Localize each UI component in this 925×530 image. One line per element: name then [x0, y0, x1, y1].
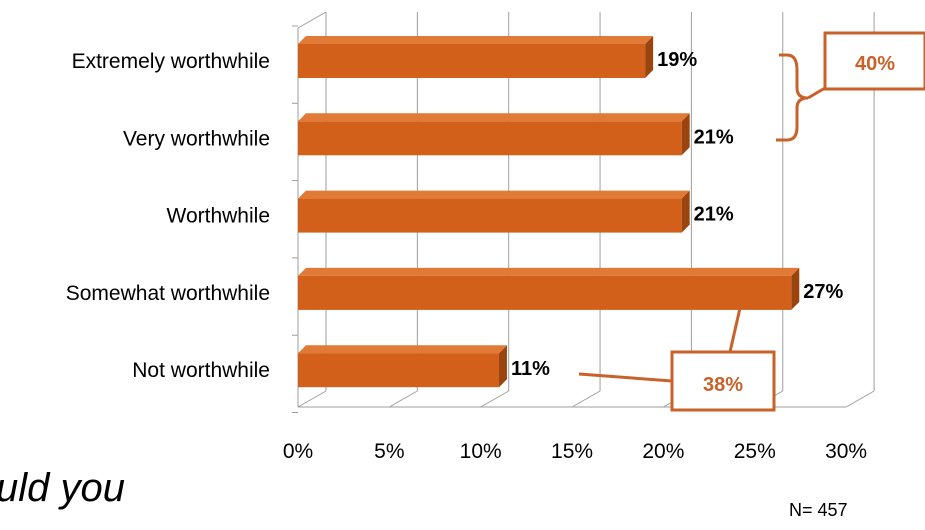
bar [298, 267, 800, 310]
grid-top-edge [297, 11, 327, 29]
bar-side [681, 190, 690, 233]
callout-value: 38% [703, 374, 743, 396]
grid-floor-line [297, 390, 327, 408]
callout-connector [728, 307, 742, 353]
bar-side [645, 36, 654, 78]
x-tick-label: 15% [551, 440, 593, 463]
x-tick-label: 30% [825, 440, 867, 463]
category-label: Not worthwhile [132, 359, 270, 382]
grid-floor-line [571, 390, 601, 408]
x-tick-label: 5% [374, 440, 404, 463]
bar [298, 113, 690, 156]
bar-top [298, 36, 654, 44]
bar-front [298, 198, 682, 233]
callout-top: 40% [776, 31, 925, 142]
bar-top [298, 267, 800, 276]
data-label: 27% [803, 281, 843, 303]
category-labels: Extremely worthwhile Very worthwhile Worth… [66, 50, 270, 382]
bar-front [298, 353, 499, 388]
bar [298, 36, 654, 78]
bar-front [298, 121, 682, 156]
category-label: Very worthwhile [123, 127, 270, 150]
grid-floor-line [480, 390, 509, 408]
bar-top [298, 113, 690, 122]
x-tick-labels: 0% 5% 10% 15% 20% 25% 30% [283, 440, 867, 463]
sample-size-label: N= 457 [789, 500, 848, 520]
x-tick-label: 20% [642, 440, 684, 463]
callout-box [670, 350, 776, 412]
category-label: Somewhat worthwhile [66, 282, 270, 305]
data-label: 21% [694, 126, 734, 148]
bar-top [298, 345, 507, 354]
bar-side [498, 345, 507, 388]
callout-connector [578, 372, 673, 383]
bar [298, 190, 690, 233]
callout-value: 40% [855, 53, 895, 75]
callout-bottom: 38% [578, 307, 776, 412]
bar-front [298, 44, 646, 78]
bar-side [681, 113, 690, 156]
data-label: 19% [657, 49, 697, 71]
callout-box [823, 31, 925, 91]
bar-chart: Extremely worthwhile Very worthwhile Worth… [66, 11, 925, 463]
data-labels: 19% 21% 21% 27% 11% [511, 49, 844, 380]
grid-floor-line [389, 390, 418, 408]
bar-front [298, 275, 792, 310]
x-tick-label: 0% [283, 440, 313, 463]
callouts: 40% 38% [578, 31, 925, 412]
x-tick-label: 25% [734, 440, 776, 463]
caption-fragment: uld you [0, 466, 125, 510]
bracket [776, 53, 809, 142]
category-label: Extremely worthwhile [72, 50, 270, 73]
bar-side [791, 267, 800, 310]
bar-top [298, 190, 690, 199]
data-label: 21% [694, 204, 734, 226]
chart-bars [298, 36, 800, 388]
category-label: Worthwhile [167, 205, 270, 228]
grid-floor-line [845, 390, 875, 408]
x-tick-label: 10% [460, 440, 502, 463]
bar [298, 345, 507, 388]
data-label: 11% [511, 358, 550, 380]
callout-connector [807, 86, 826, 100]
